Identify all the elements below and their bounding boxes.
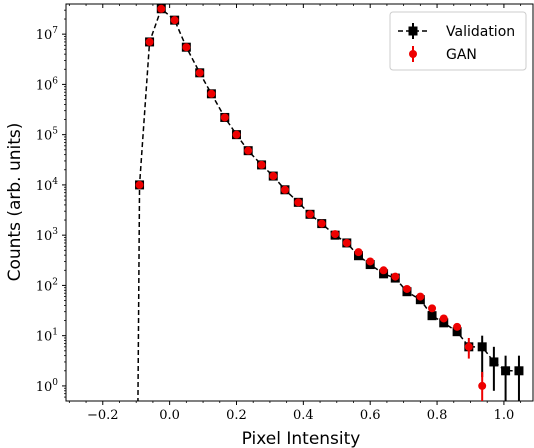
y-tick-exponent: 6 xyxy=(52,76,58,86)
data-point xyxy=(477,342,487,352)
plot-border xyxy=(65,3,534,402)
data-point xyxy=(182,43,191,52)
data-point xyxy=(157,4,166,13)
x-tick-label: 0.2 xyxy=(226,408,247,423)
data-point xyxy=(244,146,253,155)
y-tick-label: 105 xyxy=(36,127,59,144)
x-tick-label: −0.2 xyxy=(87,408,119,423)
data-point xyxy=(427,311,437,321)
y-tick-exponent: 7 xyxy=(52,26,58,36)
data-point xyxy=(501,366,511,376)
y-tick-exponent: 2 xyxy=(52,277,58,287)
y-tick-label: 107 xyxy=(36,26,59,43)
data-point xyxy=(428,304,437,313)
y-tick-exponent: 5 xyxy=(52,127,58,137)
y-tick-base: 10 xyxy=(36,129,53,144)
y-axis-label: Counts (arb. units) xyxy=(5,123,25,282)
legend-marker xyxy=(409,50,417,58)
y-tick-label: 102 xyxy=(36,277,58,294)
data-point xyxy=(453,322,462,331)
y-tick-base: 10 xyxy=(36,380,53,395)
data-point xyxy=(317,219,326,228)
data-point xyxy=(366,257,375,266)
data-point xyxy=(489,357,499,367)
legend-box xyxy=(389,11,527,71)
y-tick-label: 101 xyxy=(36,328,58,345)
y-tick-base: 10 xyxy=(36,28,53,43)
data-point xyxy=(464,342,473,351)
x-tick-label: 0.8 xyxy=(427,408,448,423)
plot-area xyxy=(65,3,534,402)
x-tick-label: 0.4 xyxy=(293,408,314,423)
y-tick-base: 10 xyxy=(36,279,53,294)
data-point xyxy=(135,180,144,189)
data-point xyxy=(416,292,425,301)
data-point xyxy=(294,198,303,207)
legend-marker xyxy=(408,26,418,36)
data-point xyxy=(207,89,216,98)
data-point xyxy=(354,248,363,257)
y-tick-exponent: 4 xyxy=(52,177,58,187)
data-point xyxy=(342,238,351,247)
data-point xyxy=(452,327,462,337)
data-point xyxy=(391,272,400,281)
data-point xyxy=(280,185,289,194)
data-point xyxy=(145,37,154,46)
data-point xyxy=(257,160,266,169)
series-layer xyxy=(135,4,524,401)
y-tick-base: 10 xyxy=(36,229,53,244)
x-tick-label: 1.0 xyxy=(494,408,515,423)
y-tick-base: 10 xyxy=(36,179,53,194)
legend-item-validation: Validation xyxy=(398,23,515,40)
x-axis-label: Pixel Intensity xyxy=(242,429,361,448)
data-point xyxy=(402,284,411,293)
y-tick-base: 10 xyxy=(36,78,53,93)
data-point xyxy=(220,113,229,122)
data-point xyxy=(478,381,487,390)
data-point xyxy=(514,366,524,376)
legend-label: GAN xyxy=(446,47,477,63)
x-tick-label: 0.6 xyxy=(360,408,381,423)
data-point xyxy=(379,266,388,275)
data-point xyxy=(195,68,204,77)
y-tick-exponent: 0 xyxy=(52,378,58,388)
data-point xyxy=(439,314,448,323)
x-axis: −0.2 0.0 0.2 0.4 0.6 0.8 1.0 xyxy=(68,4,522,423)
y-tick-exponent: 3 xyxy=(52,227,58,237)
x-tick-label: 0.0 xyxy=(159,408,180,423)
y-tick-label: 104 xyxy=(36,177,59,194)
legend-label: Validation xyxy=(446,24,515,40)
y-tick-label: 100 xyxy=(36,378,59,395)
data-point xyxy=(439,318,449,328)
legend: Validation GAN xyxy=(389,11,527,71)
series-gan xyxy=(135,4,487,401)
legend-item-gan: GAN xyxy=(409,46,477,63)
data-point xyxy=(170,16,179,25)
y-tick-label: 103 xyxy=(36,227,59,244)
y-tick-exponent: 1 xyxy=(52,328,58,338)
data-point xyxy=(232,130,241,139)
data-point xyxy=(306,210,315,219)
data-point xyxy=(331,230,340,239)
y-tick-label: 106 xyxy=(36,76,59,93)
data-point xyxy=(269,172,278,181)
y-tick-base: 10 xyxy=(36,330,53,345)
